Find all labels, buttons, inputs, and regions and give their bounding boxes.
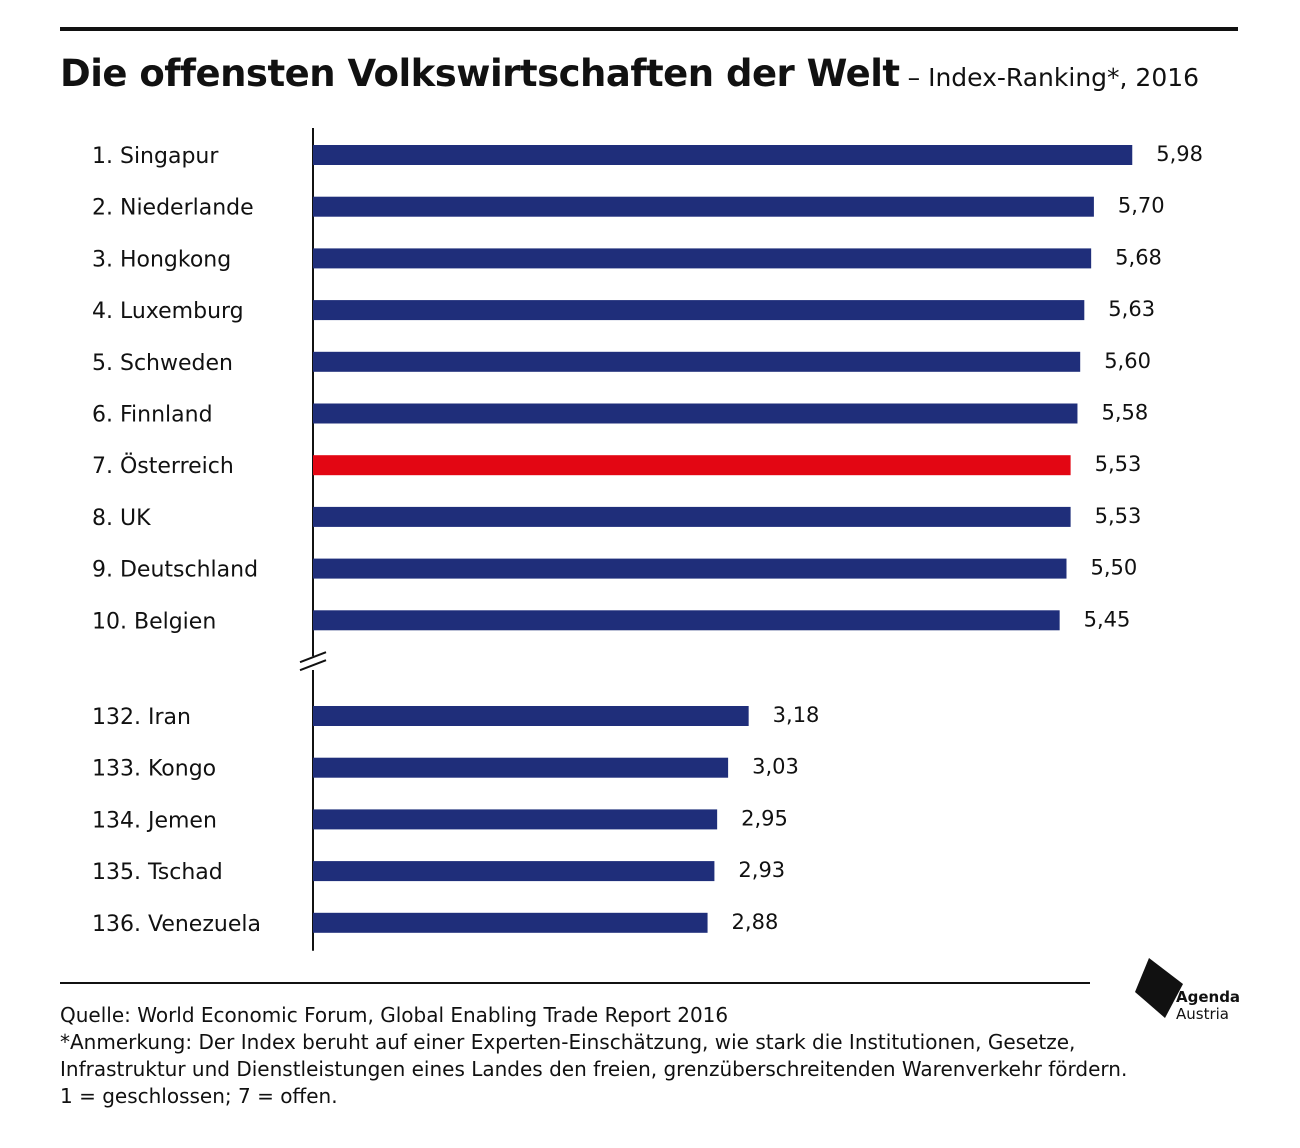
category-label: 9. Deutschland	[92, 558, 258, 583]
value-label: 5,98	[1156, 142, 1203, 166]
category-label: 8. UK	[92, 506, 151, 531]
category-label: 4. Luxemburg	[92, 299, 244, 324]
category-label: 7. Österreich	[92, 453, 234, 479]
category-label: 136. Venezuela	[92, 912, 261, 937]
category-label: 6. Finnland	[92, 403, 213, 428]
category-label: 132. Iran	[92, 705, 191, 730]
bar	[313, 196, 1094, 217]
footer: Quelle: World Economic Forum, Global Ena…	[60, 1002, 1130, 1110]
value-label: 5,53	[1095, 452, 1142, 476]
bar	[313, 351, 1081, 372]
category-label: 10. Belgien	[92, 609, 216, 634]
bar	[313, 145, 1133, 165]
bar	[313, 861, 715, 882]
value-label: 3,03	[752, 755, 799, 779]
axis-break-mark	[299, 659, 327, 672]
category-label: 134. Jemen	[92, 808, 217, 833]
category-label: 2. Niederlande	[92, 196, 254, 221]
value-label: 3,18	[773, 703, 820, 727]
value-label: 2,88	[732, 910, 779, 934]
bar	[313, 248, 1092, 269]
bar	[313, 809, 718, 830]
value-label: 5,63	[1108, 297, 1155, 321]
category-label: 1. Singapur	[92, 144, 219, 169]
value-label: 5,68	[1115, 245, 1162, 269]
bar	[313, 757, 729, 778]
chart-subtitle: – Index-Ranking*, 2016	[907, 63, 1200, 92]
value-label: 5,45	[1084, 607, 1131, 631]
bar	[313, 912, 708, 933]
logo-text-austria: Austria	[1176, 1005, 1229, 1023]
value-label: 5,50	[1091, 556, 1138, 580]
value-label: 2,95	[741, 806, 788, 830]
value-label: 5,58	[1101, 401, 1148, 425]
note-text: *Anmerkung: Der Index beruht auf einer E…	[60, 1030, 1128, 1108]
value-label: 5,70	[1118, 194, 1165, 218]
category-label: 3. Hongkong	[92, 247, 231, 272]
value-label: 2,93	[738, 858, 785, 882]
bar	[313, 506, 1071, 527]
top-rule	[60, 27, 1238, 31]
axis-break-mark	[299, 651, 327, 664]
bar	[313, 300, 1085, 321]
bar	[313, 455, 1071, 476]
category-label: 135. Tschad	[92, 860, 223, 885]
bar	[313, 610, 1060, 631]
bar-chart: 1. Singapur 5,98 2. Niederlande 5,70 3. Hong…	[92, 128, 1203, 951]
value-label: 5,60	[1104, 349, 1151, 373]
chart-title: Die offensten Volkswirtschaften der Welt	[60, 52, 900, 95]
agenda-austria-logo-icon	[1135, 958, 1183, 1018]
value-label: 5,53	[1095, 504, 1142, 528]
source-text: Quelle: World Economic Forum, Global Ena…	[60, 1003, 729, 1027]
bar	[313, 403, 1078, 424]
bar	[313, 706, 749, 726]
category-label: 133. Kongo	[92, 757, 216, 782]
bars-group: 1. Singapur 5,98 2. Niederlande 5,70 3. Hong…	[92, 142, 1203, 937]
category-label: 5. Schweden	[92, 351, 233, 376]
logo-text-agenda: Agenda	[1176, 988, 1241, 1006]
title-line: Die offensten Volkswirtschaften der Welt…	[60, 52, 1199, 95]
bar	[313, 558, 1067, 579]
bottom-rule	[60, 982, 1090, 984]
